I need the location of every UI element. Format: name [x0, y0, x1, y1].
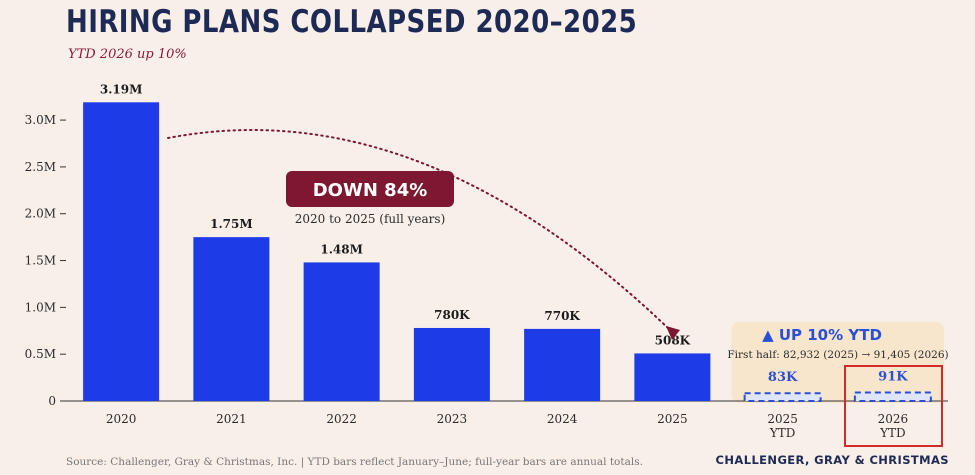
bar-ytd	[743, 392, 822, 402]
bar	[524, 328, 601, 401]
down-badge-bg	[286, 171, 454, 207]
down-badge: DOWN 84%	[313, 180, 428, 201]
bar-data-label: 1.75M	[210, 217, 253, 231]
up-ytd-note: First half: 82,932 (2025) → 91,405 (2026…	[727, 349, 948, 361]
bar	[634, 353, 711, 401]
x-tick-label: 2021	[216, 412, 247, 426]
dotted-trend-arrow	[167, 129, 671, 331]
x-tick-label: 2022	[326, 412, 357, 426]
bar	[83, 102, 160, 402]
highlight-box-2026-ytd	[844, 365, 943, 447]
chart-subtitle: YTD 2026 up 10%	[68, 47, 187, 62]
bar-data-label: 1.48M	[320, 242, 363, 256]
source-note: Source: Challenger, Gray & Christmas, In…	[66, 456, 643, 468]
x-tick-label: 2025	[657, 412, 688, 426]
down-note: 2020 to 2025 (full years)	[295, 212, 446, 226]
bar-data-label: 780K	[434, 308, 470, 322]
y-tick-label: 1.0M	[25, 300, 56, 314]
x-tick-label: 2025	[767, 412, 798, 426]
bar	[413, 327, 490, 401]
y-tick-label: 0	[48, 394, 56, 408]
x-tick-label: 2026	[878, 412, 909, 426]
x-tick-label: 2024	[547, 412, 578, 426]
x-tick-label: 2023	[437, 412, 468, 426]
y-tick-label: 1.5M	[25, 254, 56, 268]
hiring-bar-chart: 0 0.5M 1.0M 1.5M 2.0M 2.5M 3.0M 3.19M 2020 1.75M…	[25, 82, 949, 447]
chart-title: HIRING PLANS COLLAPSED 2020–2025	[66, 4, 638, 40]
bar-data-label: 508K	[655, 333, 691, 347]
y-tick-label: 3.0M	[25, 113, 56, 127]
bar	[193, 237, 270, 401]
ytd-panel	[731, 322, 944, 403]
bar-data-label: 83K	[768, 370, 798, 385]
x-tick-label: YTD	[769, 426, 796, 440]
x-tick-label: YTD	[879, 426, 906, 440]
y-tick-label: 2.5M	[25, 160, 56, 174]
dotted-arrow-head	[666, 326, 680, 340]
bar-data-label: 770K	[544, 309, 580, 323]
y-tick-label: 0.5M	[25, 347, 56, 361]
bar-data-label: 3.19M	[100, 82, 143, 96]
bar-ytd	[853, 391, 932, 403]
brand-logo-text: CHALLENGER, GRAY & CHRISTMAS	[715, 453, 949, 467]
y-tick-label: 2.0M	[25, 207, 56, 221]
bar	[303, 262, 380, 401]
x-tick-label: 2020	[106, 412, 137, 426]
up-ytd-label: ▲ UP 10% YTD	[762, 326, 882, 344]
bar-data-label: 91K	[878, 369, 908, 384]
